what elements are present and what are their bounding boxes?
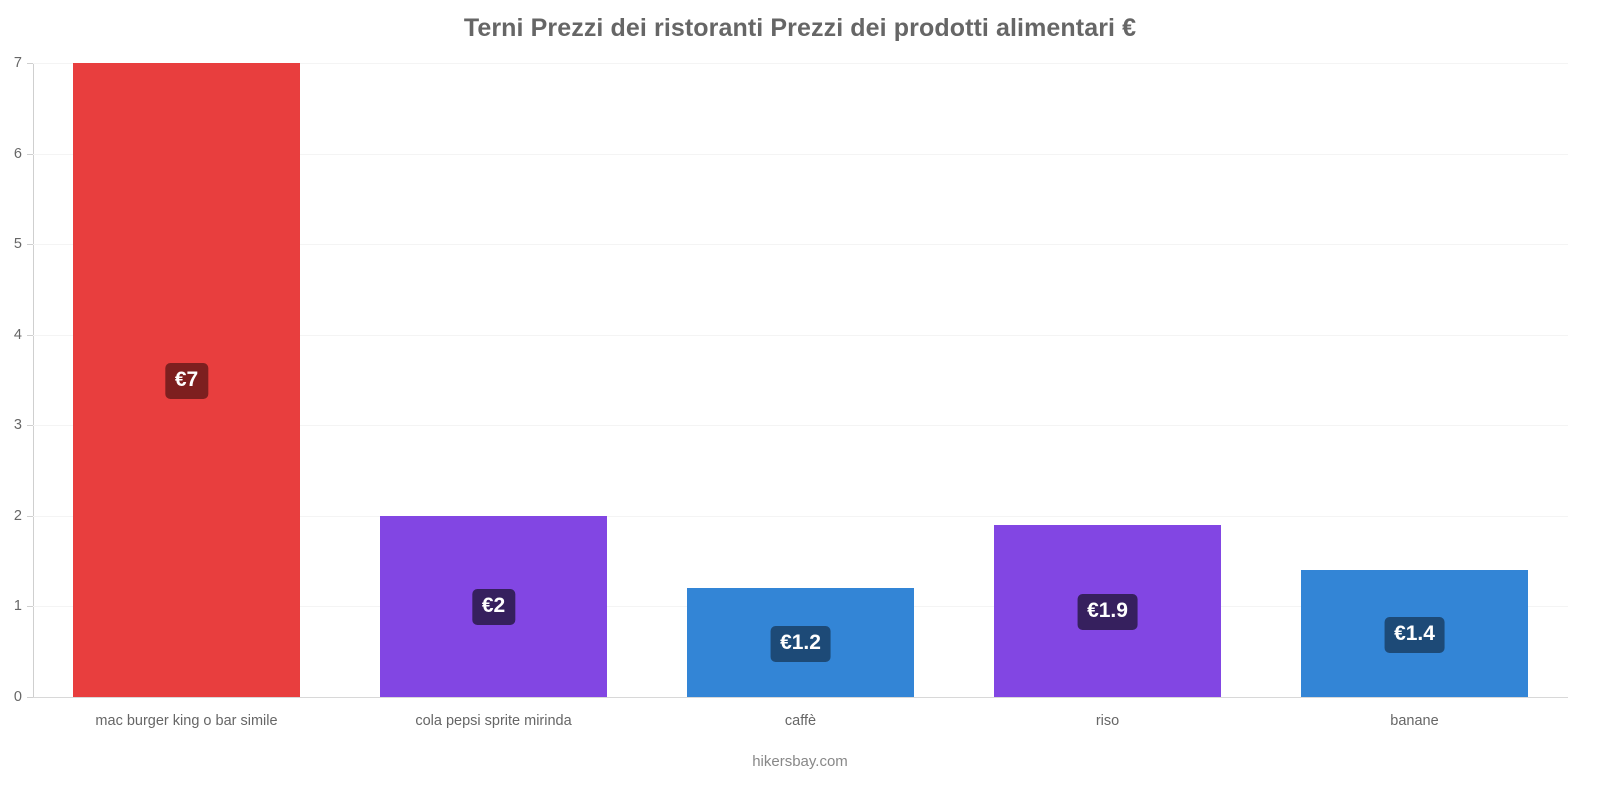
y-axis-tick-mark xyxy=(27,244,33,246)
y-axis-tick-label: 2 xyxy=(13,507,22,524)
y-axis-tick-label: 5 xyxy=(13,236,22,253)
y-axis-tick-mark xyxy=(27,425,33,427)
gridline xyxy=(33,153,1568,155)
x-axis-category-label: cola pepsi sprite mirinda xyxy=(415,713,572,729)
y-axis-tick-label: 4 xyxy=(13,326,22,343)
y-axis-tick-mark xyxy=(27,153,33,155)
plot-area: €7 €2 €1.2 €1.9 €1.4 xyxy=(33,63,1568,697)
gridline xyxy=(33,515,1568,517)
x-axis-category-label: caffè xyxy=(784,713,817,729)
x-axis-category-label: mac burger king o bar simile xyxy=(95,713,278,729)
bar-value-label: €1.4 xyxy=(1384,616,1445,653)
y-axis-tick-mark xyxy=(27,334,33,336)
y-axis-tick-label: 3 xyxy=(13,417,22,434)
bar-value-label: €1.9 xyxy=(1077,593,1138,630)
gridline xyxy=(33,334,1568,336)
y-axis-tick-label: 7 xyxy=(13,55,22,71)
x-axis-category-label: banane xyxy=(1390,713,1439,729)
y-axis-tick-mark xyxy=(27,697,33,698)
bar-value-label: €7 xyxy=(164,363,209,399)
bar-value-label: €2 xyxy=(471,589,516,626)
y-axis-tick-mark xyxy=(27,515,33,517)
gridline xyxy=(33,63,1568,64)
page-title: Terni Prezzi dei ristoranti Prezzi dei p… xyxy=(463,14,1137,42)
y-axis-line xyxy=(33,63,34,697)
y-axis-tick-mark xyxy=(27,63,33,64)
gridline xyxy=(33,425,1568,427)
x-axis-line xyxy=(33,697,1568,698)
y-axis-tick-mark xyxy=(27,606,33,608)
x-axis-category-label: riso xyxy=(1095,713,1120,729)
y-axis-tick-label: 1 xyxy=(13,598,22,615)
gridline xyxy=(33,244,1568,246)
y-axis-tick-label: 0 xyxy=(13,689,22,705)
source-watermark: hikersbay.com xyxy=(752,753,848,770)
bar-value-label: €1.2 xyxy=(770,625,831,662)
y-axis-tick-label: 6 xyxy=(13,145,22,162)
